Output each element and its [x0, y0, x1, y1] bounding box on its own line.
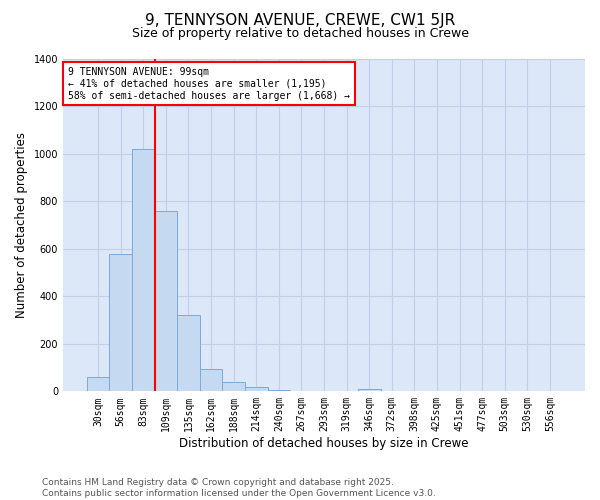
- Bar: [200, 369, 223, 392]
- Bar: [268, 390, 290, 392]
- Bar: [132, 149, 155, 392]
- Bar: [109, 254, 132, 392]
- Text: 9 TENNYSON AVENUE: 99sqm
← 41% of detached houses are smaller (1,195)
58% of sem: 9 TENNYSON AVENUE: 99sqm ← 41% of detach…: [68, 68, 350, 100]
- Bar: [177, 316, 200, 392]
- Bar: [87, 377, 109, 392]
- Text: Size of property relative to detached houses in Crewe: Size of property relative to detached ho…: [131, 28, 469, 40]
- Bar: [358, 390, 380, 392]
- X-axis label: Distribution of detached houses by size in Crewe: Distribution of detached houses by size …: [179, 437, 469, 450]
- Bar: [223, 382, 245, 392]
- Text: 9, TENNYSON AVENUE, CREWE, CW1 5JR: 9, TENNYSON AVENUE, CREWE, CW1 5JR: [145, 12, 455, 28]
- Y-axis label: Number of detached properties: Number of detached properties: [15, 132, 28, 318]
- Bar: [245, 386, 268, 392]
- Bar: [155, 211, 177, 392]
- Text: Contains HM Land Registry data © Crown copyright and database right 2025.
Contai: Contains HM Land Registry data © Crown c…: [42, 478, 436, 498]
